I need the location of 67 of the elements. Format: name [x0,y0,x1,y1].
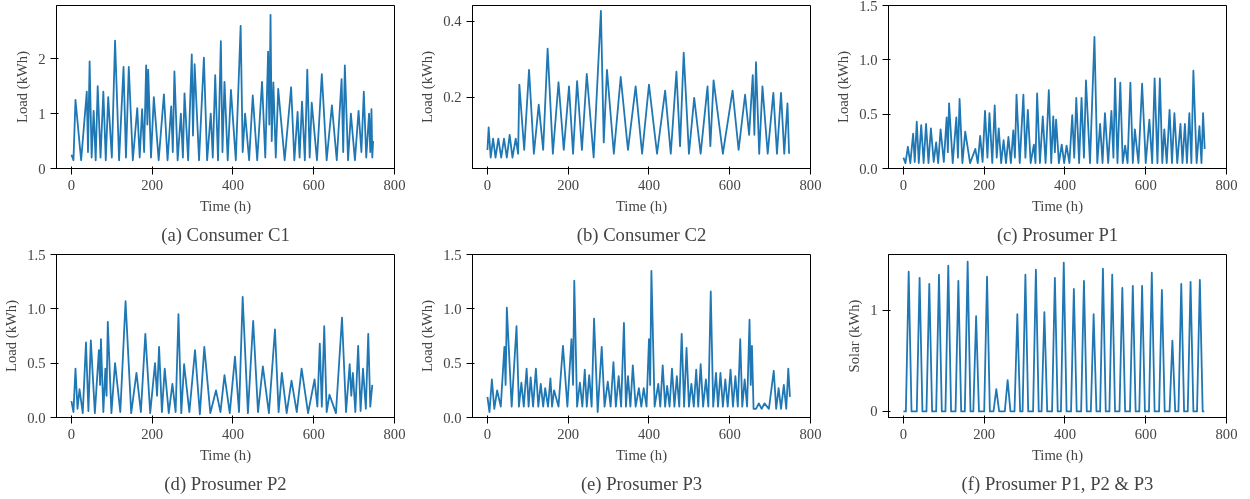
y-tick-label: 0.5 [859,106,878,123]
x-tick-label: 200 [557,425,580,442]
x-tick-label: 800 [799,425,822,442]
x-tick-label: 0 [483,176,492,193]
y-tick-label: 0 [870,403,878,420]
x-axis-title: Time (h) [199,446,252,464]
x-tick-label: 800 [799,176,822,193]
x-tick-label: 0 [483,425,492,442]
y-tick-label: 0 [38,160,46,177]
y-axis-title: Load (kWh) [835,50,853,124]
y-tick-label: 0.0 [859,160,878,177]
y-tick-label: 0.0 [27,409,46,426]
text: (c) Prosumer P1 [996,223,1119,246]
y-tick-label: 1.0 [27,300,46,317]
x-tick-label: 400 [637,176,660,193]
x-tick-label: 200 [973,425,996,442]
x-tick-label: 800 [383,425,406,442]
x-tick-label: 400 [637,425,660,442]
x-tick-label: 400 [1053,425,1076,442]
x-tick-label: 400 [221,425,244,442]
x-tick-label: 200 [141,176,164,193]
x-tick-label: 0 [899,176,908,193]
y-axis-title: Load (kWh) [419,299,437,373]
text: (b) Consumer C2 [576,223,707,246]
x-tick-label: 400 [221,176,244,193]
x-tick-label: 800 [1215,425,1238,442]
x-tick-label: 0 [67,176,76,193]
text: (f) Prosumer P1, P2 & P3 [961,472,1154,495]
x-axis-title: Time (h) [1031,446,1084,464]
x-axis-title: Time (h) [615,446,668,464]
x-tick-label: 400 [1053,176,1076,193]
y-tick-label: 1.5 [443,246,462,263]
x-axis-title: Time (h) [1031,197,1084,215]
y-axis-title: Solar (kWh) [846,299,864,373]
y-tick-label: 1.0 [443,300,462,317]
x-tick-label: 200 [141,425,164,442]
text: (a) Consumer C1 [161,223,290,246]
x-tick-label: 600 [718,176,741,193]
y-tick-label: 2 [38,50,46,67]
y-tick-label: 0.5 [27,355,46,372]
y-axis-title: Load (kWh) [14,50,32,124]
y-tick-label: 1 [870,302,878,319]
x-tick-label: 200 [973,176,996,193]
text: (e) Prosumer P3 [580,472,703,495]
y-tick-label: 1 [38,105,46,122]
x-tick-label: 800 [1215,176,1238,193]
x-tick-label: 0 [899,425,908,442]
text: (d) Prosumer P2 [164,472,287,495]
x-tick-label: 800 [383,176,406,193]
y-tick-label: 1.0 [859,51,878,68]
y-tick-label: 0.5 [443,355,462,372]
x-tick-label: 0 [67,425,76,442]
x-tick-label: 200 [557,176,580,193]
y-tick-label: 1.5 [859,0,878,14]
y-tick-label: 1.5 [27,246,46,263]
y-tick-label: 0.0 [443,409,462,426]
y-axis-title: Load (kWh) [419,50,437,124]
x-axis-title: Time (h) [615,197,668,215]
y-tick-label: 0.2 [443,89,462,106]
y-axis-title: Load (kWh) [3,299,21,373]
x-axis-title: Time (h) [199,197,252,215]
y-tick-label: 0.4 [443,13,463,30]
x-tick-label: 600 [1134,425,1157,442]
x-tick-label: 600 [718,425,741,442]
x-tick-label: 600 [302,176,325,193]
x-tick-label: 600 [302,425,325,442]
x-tick-label: 600 [1134,176,1157,193]
